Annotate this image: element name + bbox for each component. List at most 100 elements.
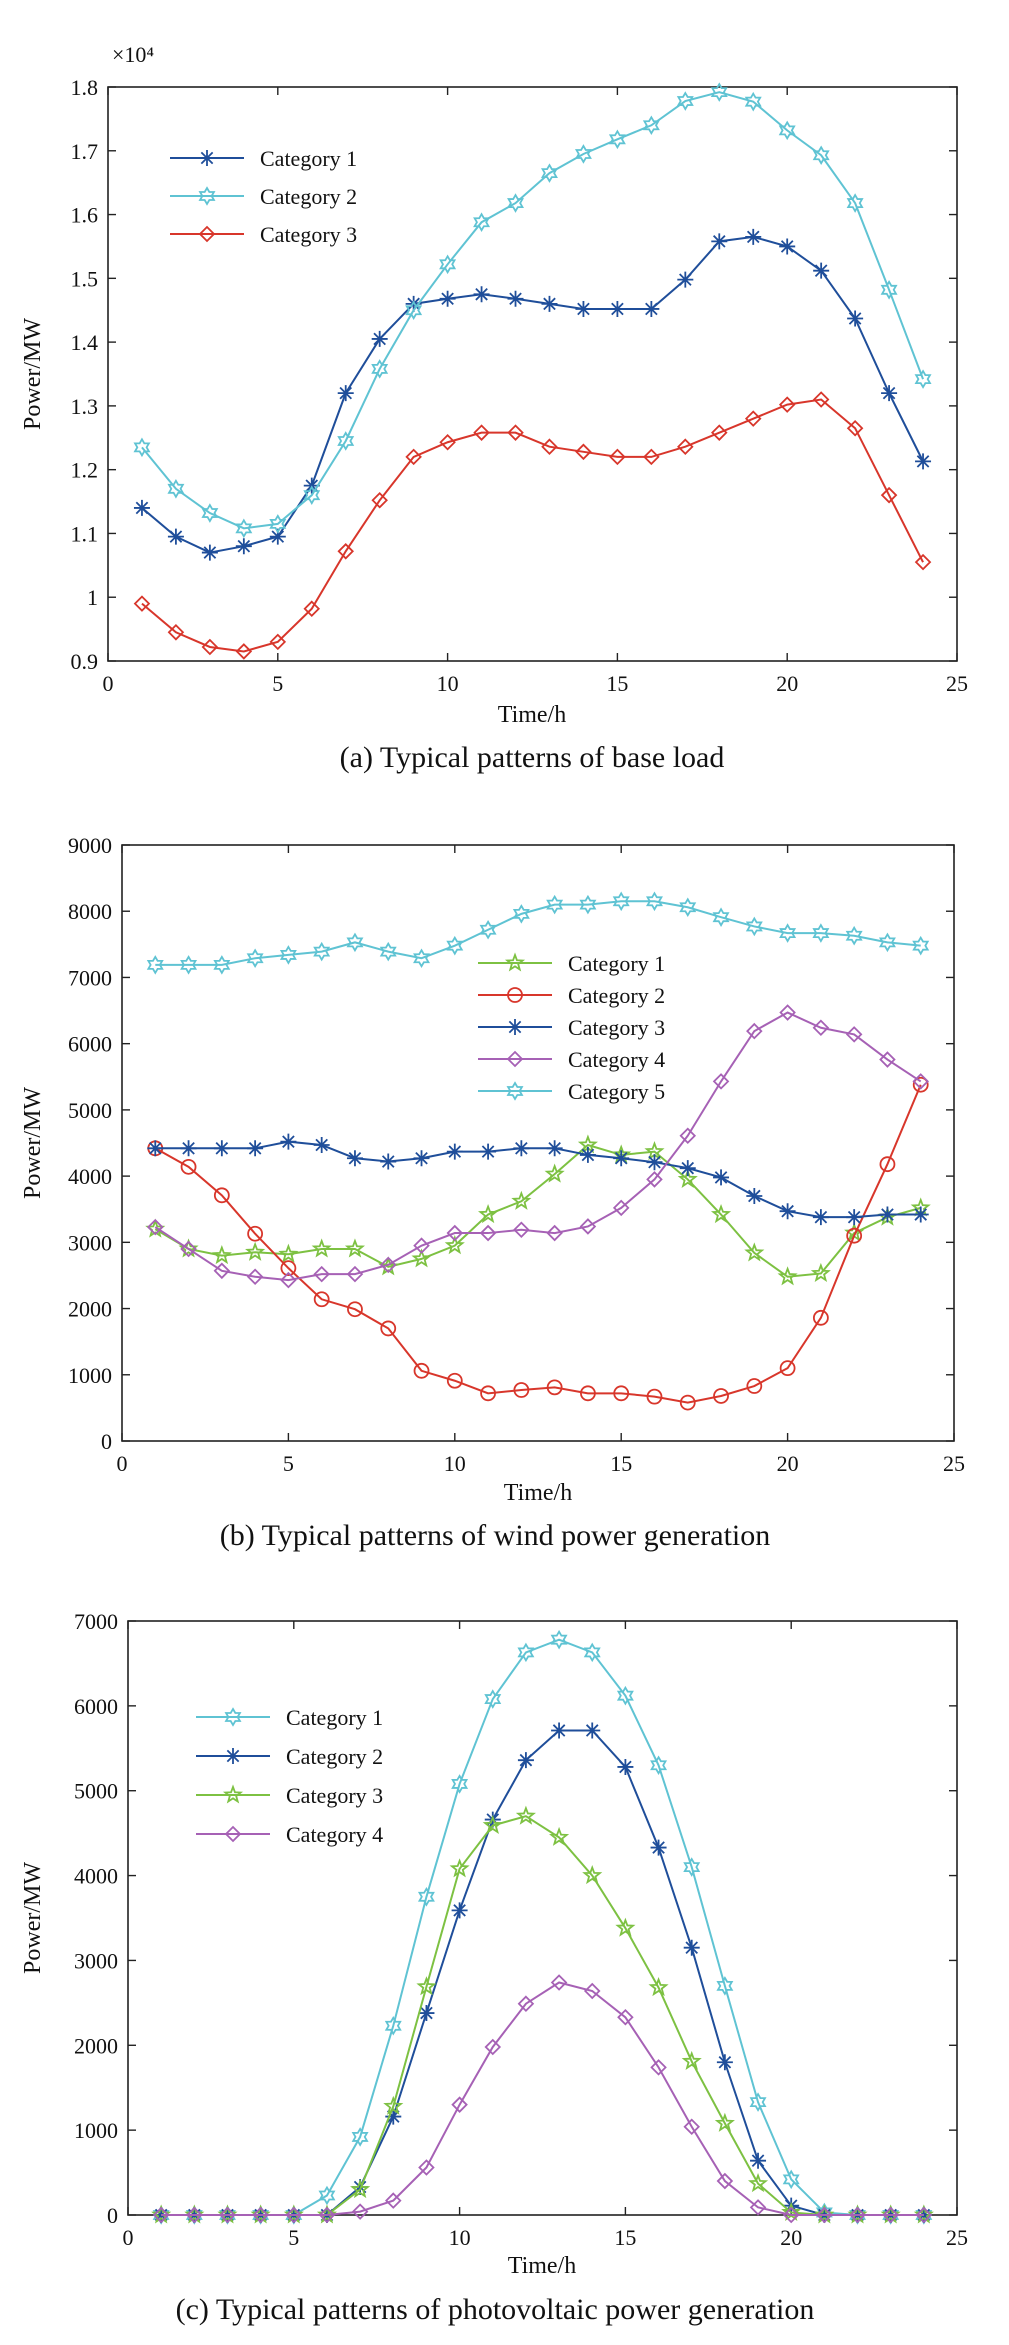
data-point [546,1224,563,1242]
series-category-4 [152,1974,933,2224]
series-category-1 [133,228,932,561]
data-point [544,1163,565,1183]
data-point [683,2118,700,2136]
data-point [746,1022,763,1040]
data-point [451,1902,468,1919]
data-point [280,1133,297,1150]
y-tick-label: 6000 [74,1694,118,1719]
data-point [912,1073,929,1090]
data-point [710,82,728,102]
data-point [379,941,397,962]
data-point [716,2172,734,2190]
data-point [133,437,151,458]
data-point [777,1266,798,1286]
y-axis-label: Power/MW [20,1087,46,1199]
data-point [616,1685,634,1706]
data-point [646,1388,663,1405]
y-tick-label: 3000 [68,1230,112,1255]
y-axis-label: Power/MW [20,318,46,430]
y-tick-label: 0.9 [71,649,99,674]
data-point [186,2206,203,2224]
data-point [180,1158,197,1175]
data-point [812,145,830,166]
legend-label: Category 4 [286,1822,383,1847]
data-point [347,1301,363,1318]
data-point [583,1642,601,1663]
data-point [810,1262,831,1283]
data-point [550,1629,568,1650]
data-point [677,271,694,288]
series-category-2 [153,1722,932,2223]
x-tick-label: 10 [437,671,459,696]
legend-marker [199,150,215,166]
data-point [473,286,490,303]
data-point [385,2108,402,2125]
data-point [679,1127,697,1144]
y-tick-label: 7000 [74,1609,118,1634]
series-line [154,1084,922,1404]
data-point [847,310,864,327]
x-tick-label: 5 [272,671,283,696]
y-tick-label: 0 [107,2203,118,2228]
series-line [161,1638,924,2216]
data-point [747,2173,769,2193]
y-tick-label: 9000 [68,833,112,858]
legend-label: Category 3 [286,1783,383,1808]
data-point [617,1758,634,1775]
x-axis-label: Time/h [504,1480,572,1506]
legend-marker [507,1019,523,1035]
data-point [608,129,626,150]
data-point [411,1248,432,1268]
plot-frame [107,86,958,662]
series-line [161,1729,924,2216]
data-point [845,925,863,946]
y-tick-label: 2000 [74,2033,118,2058]
legend-label: Category 3 [260,222,357,247]
y-tick-label: 1.5 [71,266,99,291]
data-point [515,1805,536,1825]
legend-item: Category 4 [478,1047,665,1072]
data-point [550,1974,568,1991]
legend-item: Category 2 [170,184,357,209]
data-point [710,1203,732,1224]
data-point [609,300,626,317]
legend-label: Category 4 [568,1047,665,1072]
y-tick-label: 8000 [68,899,112,924]
data-point [313,1265,330,1283]
data-point [451,1774,469,1794]
data-point [648,1977,669,1997]
data-point [507,193,525,213]
data-point [713,1388,729,1404]
data-point [541,295,558,312]
data-point [714,2112,735,2132]
series-line [155,900,921,966]
data-point [351,2203,369,2220]
data-point [151,2204,172,2224]
data-point [313,941,331,962]
caption: (a) Typical patterns of base load [340,741,725,774]
data-point [211,1245,232,1265]
data-point [643,300,660,317]
y-tick-label: 1.8 [71,75,99,100]
data-point [779,238,796,255]
data-point [446,1224,464,1242]
data-point [643,448,660,466]
data-point [235,538,252,555]
legend-label: Category 2 [286,1744,383,1769]
data-point [677,1168,698,1188]
data-point [914,553,932,571]
data-point [235,518,253,539]
data-point [915,2206,933,2224]
data-point [478,1203,499,1224]
data-point [311,1238,332,1258]
data-point [269,514,287,534]
caption: (c) Typical patterns of photovoltaic pow… [176,2293,815,2326]
series-category-1 [152,1629,933,2225]
data-point [679,897,697,918]
data-point [167,528,184,545]
data-point [816,2206,833,2224]
data-point [744,410,762,427]
data-point [484,1689,502,1709]
data-point [612,891,630,912]
data-point [250,2204,271,2224]
